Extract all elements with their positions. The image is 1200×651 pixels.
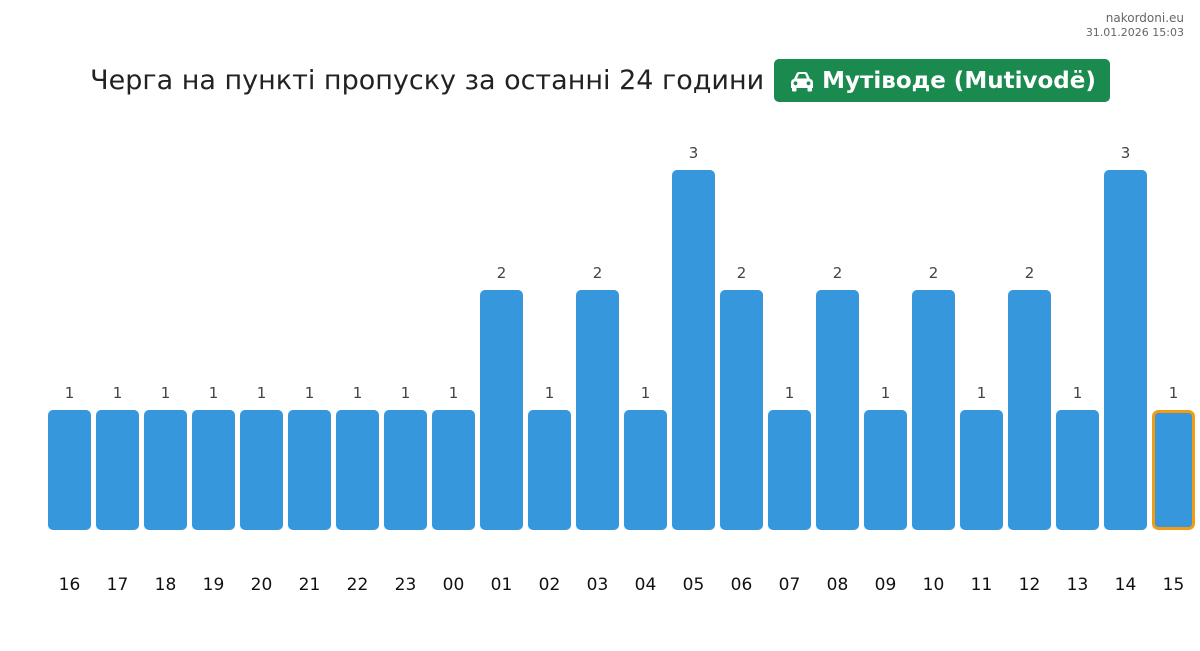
value-label-10: 2: [929, 264, 939, 282]
tick-label-05: 05: [683, 575, 705, 595]
bar-14: [1104, 170, 1147, 530]
bar-06: [720, 290, 763, 530]
tick-label-15: 15: [1163, 575, 1185, 595]
bar-19: [192, 410, 235, 530]
tick-label-13: 13: [1067, 575, 1089, 595]
value-label-11: 1: [977, 384, 987, 402]
tick-label-09: 09: [875, 575, 897, 595]
bar-11: [960, 410, 1003, 530]
value-label-08: 2: [833, 264, 843, 282]
value-label-12: 2: [1025, 264, 1035, 282]
tick-label-03: 03: [587, 575, 609, 595]
tick-label-04: 04: [635, 575, 657, 595]
value-label-23: 1: [401, 384, 411, 402]
chart-title: Черга на пункті пропуску за останні 24 г…: [90, 65, 765, 96]
value-label-18: 1: [161, 384, 171, 402]
value-label-02: 1: [545, 384, 555, 402]
bar-01: [480, 290, 523, 530]
value-label-13: 1: [1073, 384, 1083, 402]
bar-20: [240, 410, 283, 530]
tick-label-08: 08: [827, 575, 849, 595]
bar-03: [576, 290, 619, 530]
bar-22: [336, 410, 379, 530]
bar-09: [864, 410, 907, 530]
bar-23: [384, 410, 427, 530]
value-label-07: 1: [785, 384, 795, 402]
car-icon: [791, 71, 814, 91]
tick-label-22: 22: [347, 575, 369, 595]
tick-label-14: 14: [1115, 575, 1137, 595]
value-label-03: 2: [593, 264, 603, 282]
bar-15: [1152, 410, 1195, 530]
value-label-06: 2: [737, 264, 747, 282]
tick-label-02: 02: [539, 575, 561, 595]
value-label-20: 1: [257, 384, 267, 402]
bar-13: [1056, 410, 1099, 530]
bar-21: [288, 410, 331, 530]
bar-04: [624, 410, 667, 530]
tick-label-21: 21: [299, 575, 321, 595]
tick-label-16: 16: [59, 575, 81, 595]
value-label-22: 1: [353, 384, 363, 402]
value-label-04: 1: [641, 384, 651, 402]
bar-05: [672, 170, 715, 530]
bar-00: [432, 410, 475, 530]
bar-18: [144, 410, 187, 530]
bar-07: [768, 410, 811, 530]
value-label-16: 1: [65, 384, 75, 402]
tick-label-07: 07: [779, 575, 801, 595]
source-timestamp: 31.01.2026 15:03: [1085, 26, 1184, 39]
tick-label-20: 20: [251, 575, 273, 595]
tick-label-12: 12: [1019, 575, 1041, 595]
source-site: nakordoni.eu: [1105, 11, 1184, 25]
tick-label-11: 11: [971, 575, 993, 595]
value-label-05: 3: [689, 144, 699, 162]
value-label-15: 1: [1169, 384, 1179, 402]
value-label-14: 3: [1121, 144, 1131, 162]
tick-label-10: 10: [923, 575, 945, 595]
tick-label-23: 23: [395, 575, 417, 595]
bar-16: [48, 410, 91, 530]
value-label-21: 1: [305, 384, 315, 402]
tick-label-06: 06: [731, 575, 753, 595]
tick-label-18: 18: [155, 575, 177, 595]
bar-17: [96, 410, 139, 530]
value-label-09: 1: [881, 384, 891, 402]
bar-08: [816, 290, 859, 530]
checkpoint-badge: Мутіводе (Mutivodë): [774, 59, 1110, 102]
value-label-17: 1: [113, 384, 123, 402]
checkpoint-name: Мутіводе (Mutivodë): [822, 67, 1096, 94]
source-info: nakordoni.eu 31.01.2026 15:03: [1086, 10, 1184, 40]
bar-02: [528, 410, 571, 530]
value-label-19: 1: [209, 384, 219, 402]
value-label-00: 1: [449, 384, 459, 402]
bar-12: [1008, 290, 1051, 530]
tick-label-00: 00: [443, 575, 465, 595]
tick-label-01: 01: [491, 575, 513, 595]
title-row: Черга на пункті пропуску за останні 24 г…: [0, 59, 1200, 102]
value-label-01: 2: [497, 264, 507, 282]
bar-10: [912, 290, 955, 530]
tick-label-19: 19: [203, 575, 225, 595]
tick-label-17: 17: [107, 575, 129, 595]
